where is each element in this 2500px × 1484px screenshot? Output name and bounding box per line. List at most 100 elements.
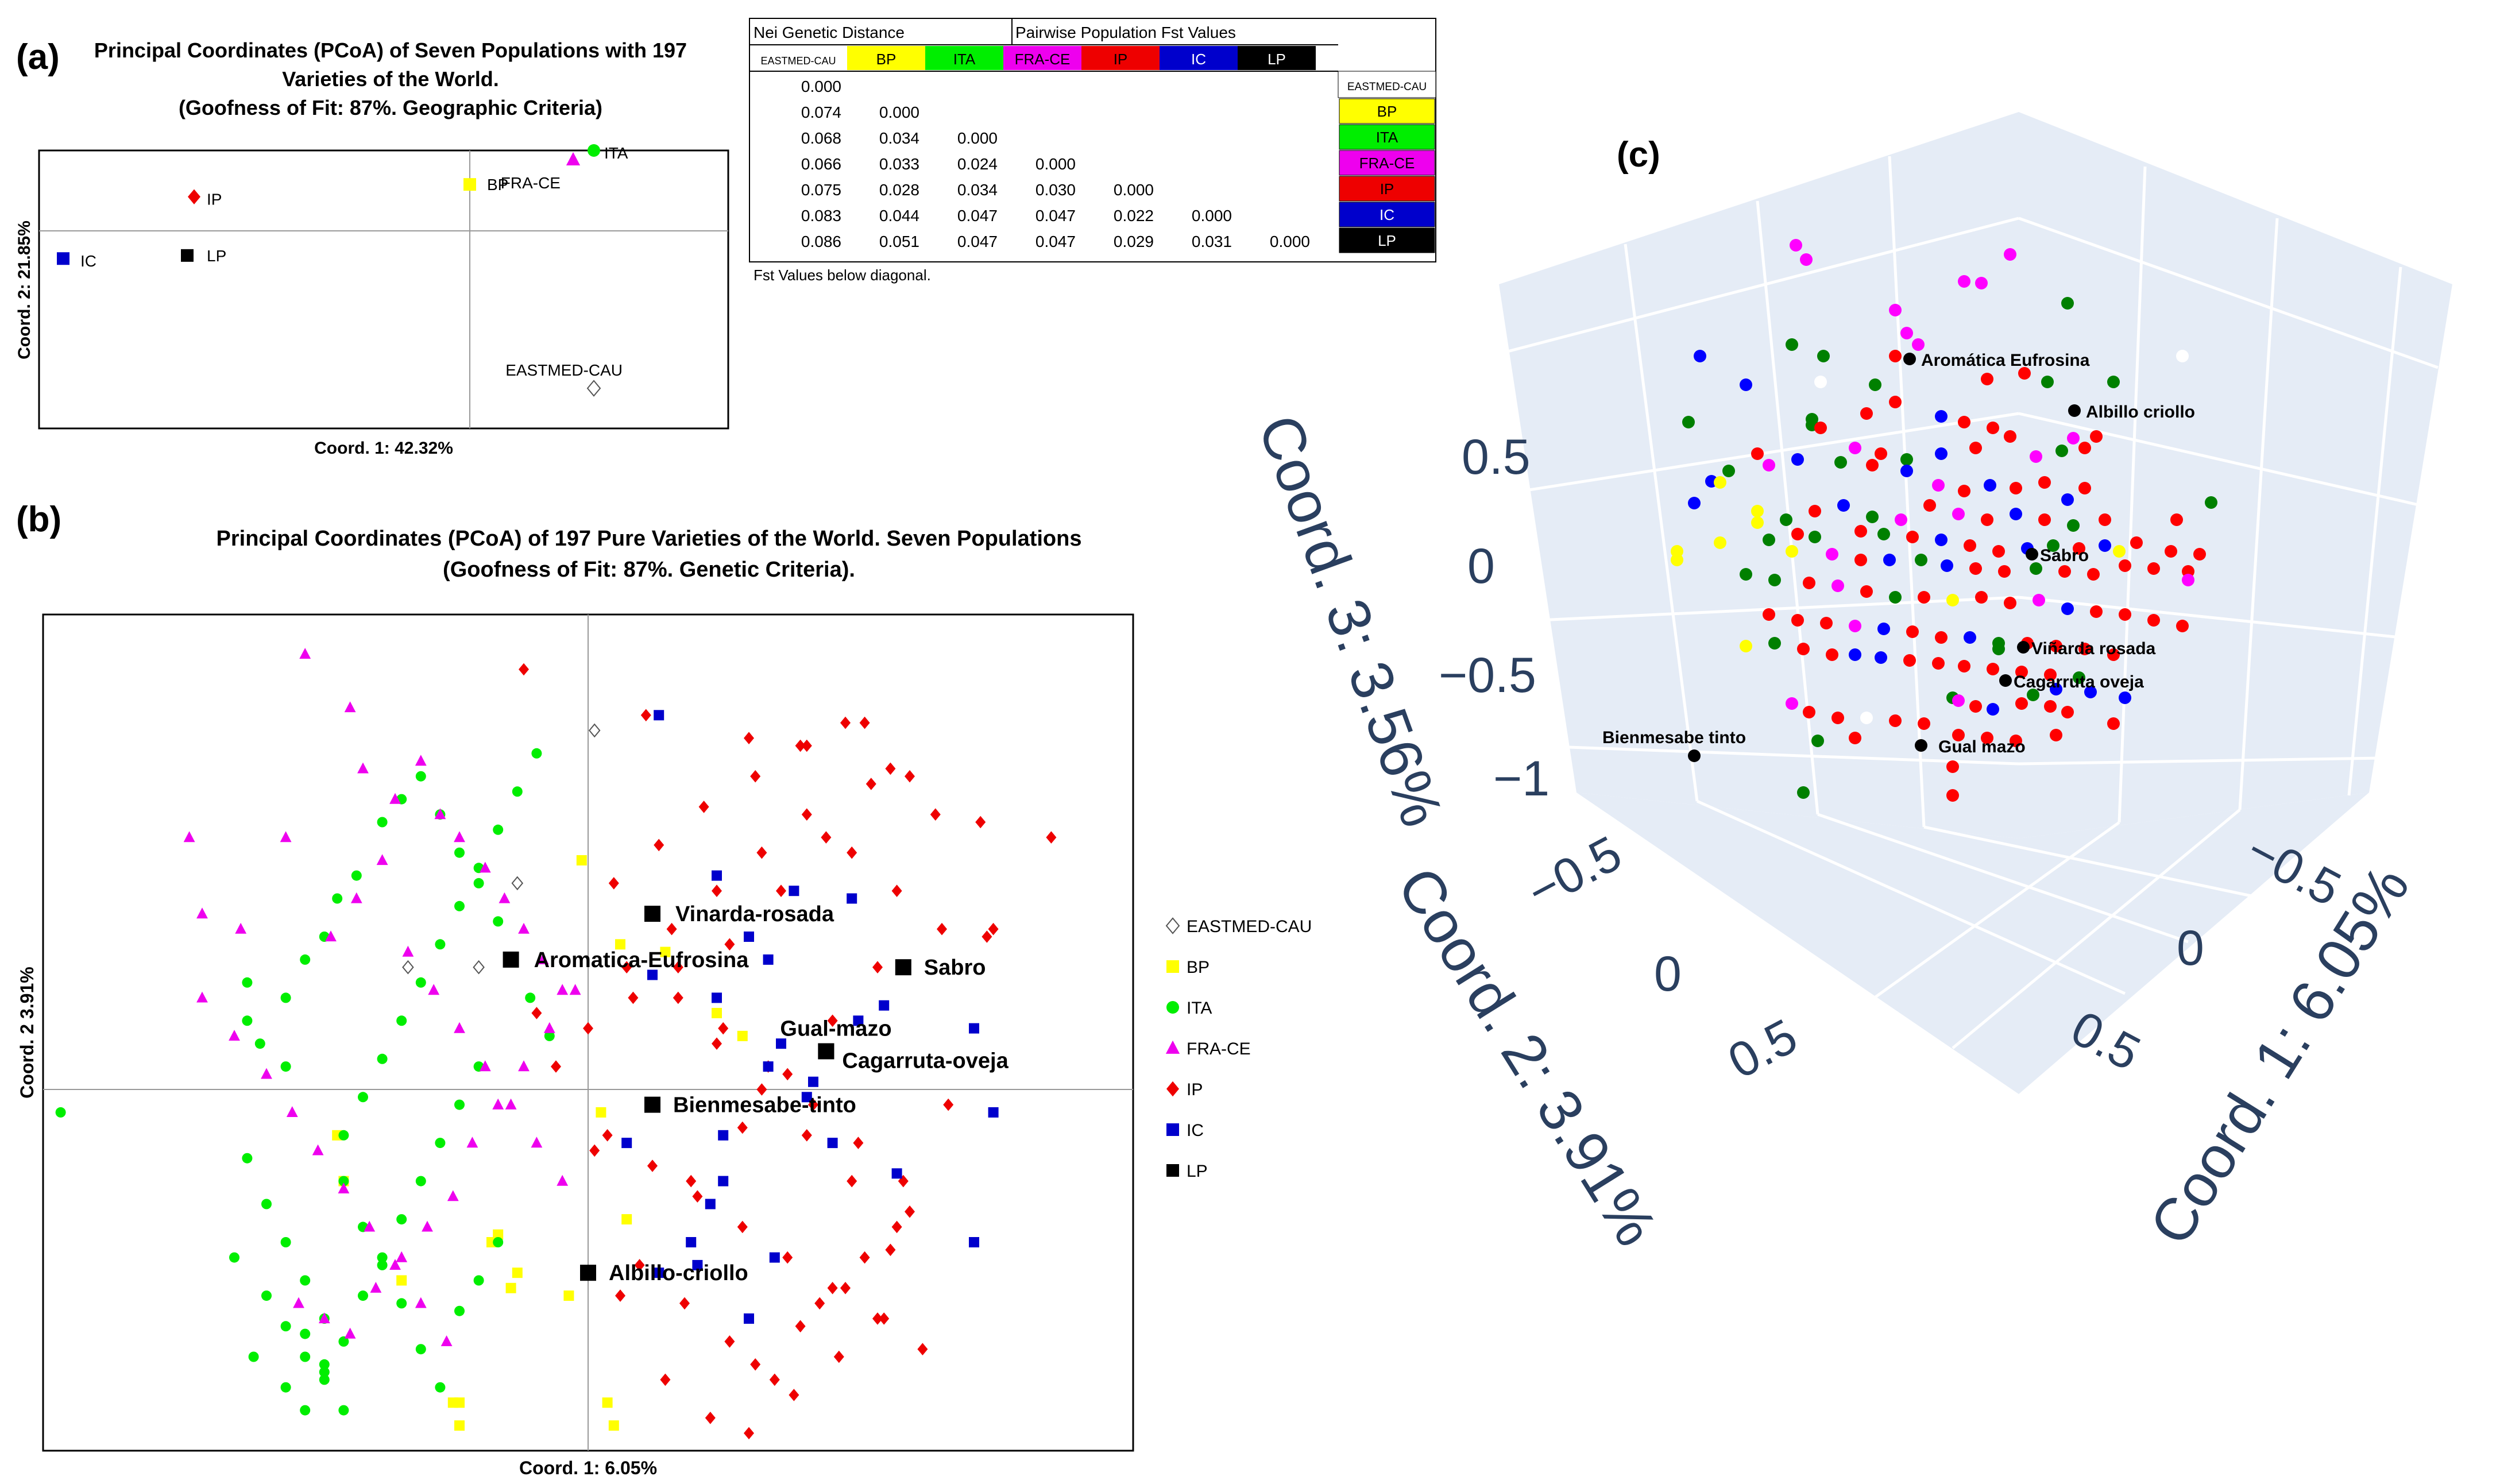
panel-c-point (1903, 654, 1916, 667)
panel-c-point (2113, 545, 2126, 558)
table-cells: 0.000 0.074 0.000 0.068 0.034 0.000 0.066 0.033… (801, 78, 1310, 250)
panel-c-variety-label: Gual mazo (1938, 737, 2026, 756)
panel-b-point-ita (525, 992, 536, 1003)
table-cell: 0.047 (957, 207, 998, 225)
panel-b-point-ita (280, 1382, 291, 1393)
panel-b-point-fra-ce (537, 953, 549, 964)
panel-b-point-ita (396, 1015, 407, 1026)
panel-b-point-ip (634, 1259, 645, 1272)
panel-c-point (1998, 565, 2011, 578)
panel-c-point (1958, 416, 1970, 428)
highlighted-variety-label: Sabro (924, 956, 986, 980)
panel-c-point (2084, 686, 2097, 698)
panel-c-point (2119, 691, 2131, 704)
panel-b-point-fra-ce (505, 1098, 517, 1110)
table-column-swatch (1081, 46, 1160, 70)
panel-b-point-fra-ce (422, 1220, 433, 1232)
panel-b-point-ic (744, 1313, 754, 1324)
table-cell: 0.000 (1192, 207, 1232, 225)
panel-c-point (2099, 513, 2111, 526)
panel-b-point-bp (621, 1214, 632, 1225)
table-cell: 0.086 (801, 233, 841, 250)
table-column-headers: EASTMED-CAU BP ITA FRA-CE IP IC LP (749, 46, 1338, 72)
panel-b-point-ita (454, 1099, 465, 1110)
panel-b-point-ip (621, 961, 632, 973)
panel-b-point-ic (789, 886, 799, 896)
table-row-label-swatch (1339, 176, 1435, 202)
panel-b-point-ip (712, 884, 722, 897)
panel-c-point (1964, 539, 1976, 552)
panel-b-point-bp (737, 1030, 748, 1041)
panel-b-point-ita (396, 1298, 407, 1309)
table-column-header: EASTMED-CAU (760, 55, 836, 67)
panel-c-point (2061, 297, 2074, 310)
highlighted-variety-label: Bienmesabe-tinto (673, 1093, 856, 1118)
panel-c-point (1935, 447, 1948, 460)
table-column-header: ITA (953, 51, 976, 68)
panel-b-point-ita (300, 954, 311, 965)
panel-b-point-ita (454, 1305, 465, 1316)
panel-b-point-fra-ce (389, 793, 401, 804)
panel-b-point-ip (865, 778, 876, 790)
panel-b-point-ita (280, 1321, 291, 1332)
panel-a-point-eastmed-cau (586, 380, 601, 397)
panel-c-point (1814, 376, 1827, 388)
panel-b-point-ic (763, 954, 774, 965)
panel-c-labelled-point (2026, 548, 2038, 561)
panel-b-point-ic (808, 1076, 818, 1087)
panel-c-point (1923, 499, 1936, 512)
panel-b-point-ic (647, 969, 658, 980)
panel-b-point-fra-ce (312, 1144, 324, 1155)
panel-b-point-ip (898, 1174, 909, 1188)
panel-b-point-ip (847, 1174, 857, 1188)
panel-label-a: (a) (16, 37, 60, 77)
panel-b-x-axis-label: Coord. 1: 6.05% (519, 1458, 657, 1478)
table-header-nei: Nei Genetic Distance (754, 24, 905, 41)
panel-c-point (2018, 367, 2031, 380)
panel-b-point-ip (917, 1343, 928, 1355)
panel-b-point-ip (891, 884, 902, 897)
table-cell: 0.000 (957, 129, 998, 147)
table-cell: 0.000 (801, 78, 841, 95)
table-cell: 0.030 (1035, 181, 1076, 199)
panel-b-point-ic (712, 992, 722, 1003)
panel-c-point (2090, 605, 2103, 618)
legend-marker-ita (1166, 1001, 1179, 1014)
panel-a-point-ita (588, 144, 600, 157)
panel-c-point (2087, 568, 2100, 581)
panel-a-y-axis-label: Coord. 2: 21.85% (15, 221, 34, 360)
panel-b-point-fra-ce (569, 984, 581, 995)
panel-b-points (55, 648, 1057, 1440)
legend-label: FRA-CE (1187, 1039, 1251, 1058)
panel-c-point (2004, 430, 2016, 443)
table-cell: 0.033 (879, 155, 919, 173)
table-cell: 0.031 (1192, 233, 1232, 250)
panel-b-point-fra-ce (280, 831, 292, 843)
panel-a-point-label: IC (80, 252, 96, 270)
panel-c-point (1791, 528, 1804, 540)
panel-b-point-bp (712, 1008, 722, 1018)
panel-c-point (1958, 660, 1970, 673)
panel-c-point (1900, 465, 1913, 477)
panel-b-point-ip (769, 1373, 780, 1386)
panel-b-point-fra-ce (376, 854, 388, 865)
panel-b-point-ip (982, 930, 992, 943)
table-cell: 0.047 (957, 233, 998, 250)
panel-c-point (1688, 497, 1701, 509)
panel-c-back-wall-right (2019, 112, 2452, 838)
table-cell: 0.000 (879, 103, 919, 121)
panel-b-point-ita (319, 1374, 330, 1385)
panel-b-point-ip (724, 1335, 735, 1348)
panel-c-point (1932, 657, 1945, 670)
panel-c-point (1918, 591, 1930, 604)
table-row-label: FRA-CE (1359, 154, 1415, 172)
panel-b-point-ita (300, 1351, 311, 1362)
highlighted-variety-marker (818, 1043, 834, 1060)
panel-b-point-ita (261, 1199, 272, 1209)
panel-b-legend: EASTMED-CAU BP ITA FRA-CE IP IC LP (1165, 917, 1312, 1181)
panel-c-point (1740, 378, 1752, 391)
panel-b-point-ita (435, 1382, 446, 1393)
panel-b-point-eastmed-cau (473, 960, 485, 975)
